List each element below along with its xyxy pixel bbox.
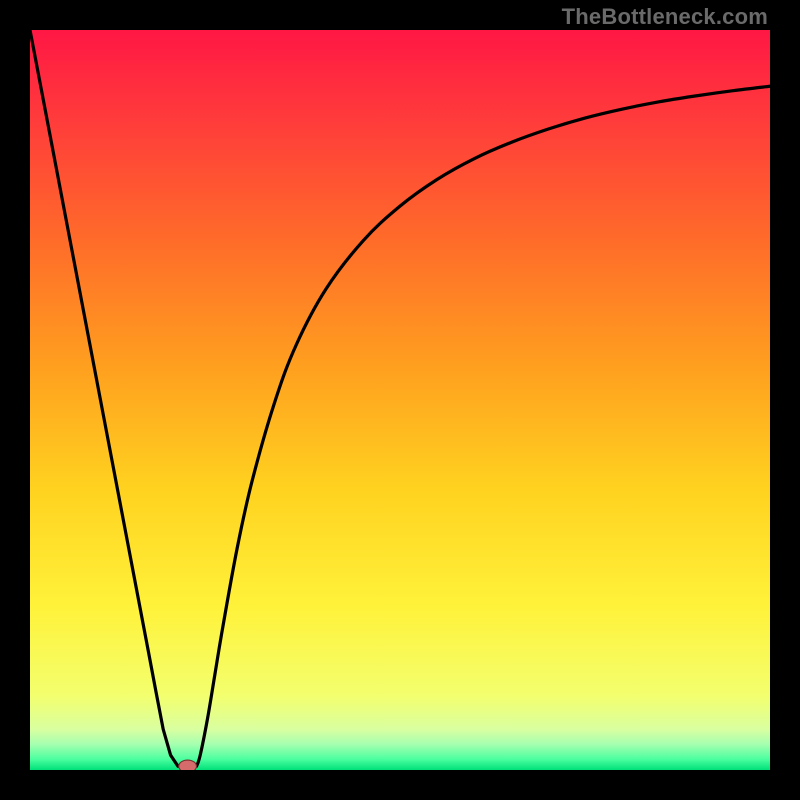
- gradient-background: [30, 30, 770, 770]
- minimum-point-marker: [179, 760, 197, 770]
- chart-frame: TheBottleneck.com: [0, 0, 800, 800]
- plot-svg: [30, 30, 770, 770]
- watermark-text: TheBottleneck.com: [562, 4, 768, 30]
- plot-area: [30, 30, 770, 770]
